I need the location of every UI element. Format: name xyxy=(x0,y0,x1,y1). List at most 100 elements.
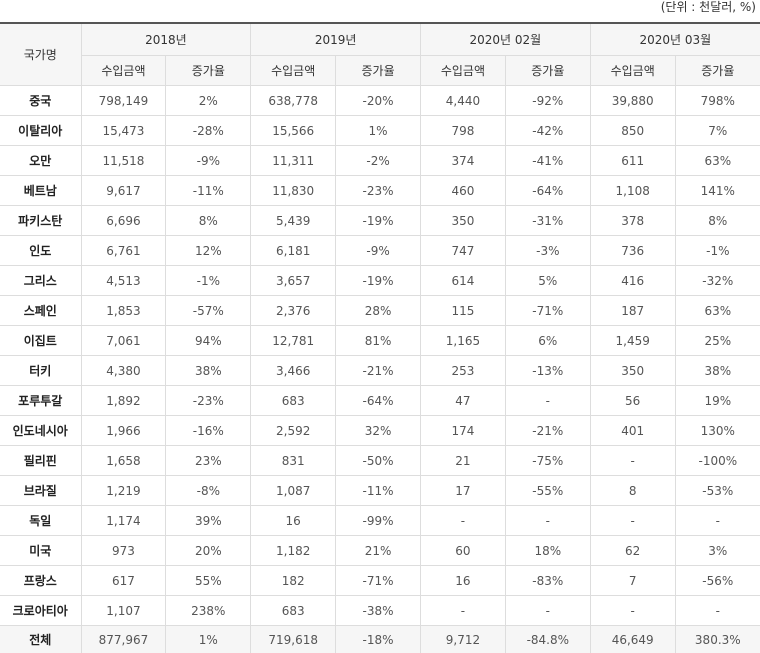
cell: 1,459 xyxy=(589,325,676,356)
cell: - xyxy=(674,505,760,536)
cell: 638,778 xyxy=(250,85,337,116)
total-label: 전체 xyxy=(0,625,82,653)
cell: 11,830 xyxy=(250,175,337,206)
table-row: 인도네시아 1,966 -16% 2,592 32% 174 -21% 401 130% xyxy=(0,415,760,446)
cell: -9% xyxy=(165,145,252,176)
cell: 18% xyxy=(504,535,591,566)
cell: -19% xyxy=(335,265,421,296)
cell: -75% xyxy=(504,445,591,476)
corner-header: 국가명 xyxy=(0,22,82,86)
cell: 401 xyxy=(589,415,676,446)
cell: 736 xyxy=(589,235,676,266)
table-row: 프랑스 617 55% 182 -71% 16 -83% 7 -56% xyxy=(0,565,760,596)
total-cell: 1% xyxy=(165,625,252,653)
cell: -57% xyxy=(165,295,252,326)
cell: -64% xyxy=(504,175,591,206)
cell: 798% xyxy=(674,85,760,116)
cell: -2% xyxy=(335,145,421,176)
cell: -11% xyxy=(165,175,252,206)
cell: 7% xyxy=(674,115,760,146)
cell: 6,181 xyxy=(250,235,337,266)
table-row: 터키 4,380 38% 3,466 -21% 253 -13% 350 38% xyxy=(0,355,760,386)
cell: 1,108 xyxy=(589,175,676,206)
cell: 130% xyxy=(674,415,760,446)
cell: 747 xyxy=(420,235,506,266)
cell: 6,761 xyxy=(80,235,167,266)
country-name: 이탈리아 xyxy=(0,115,82,146)
country-name: 오만 xyxy=(0,145,82,176)
cell: 1,174 xyxy=(80,505,167,536)
cell: 6% xyxy=(504,325,591,356)
cell: 1,087 xyxy=(250,475,337,506)
total-cell: 719,618 xyxy=(250,625,337,653)
cell: - xyxy=(420,505,506,536)
cell: 15,566 xyxy=(250,115,337,146)
cell: -8% xyxy=(165,475,252,506)
table-row: 이탈리아 15,473 -28% 15,566 1% 798 -42% 850 7% xyxy=(0,115,760,146)
cell: 350 xyxy=(420,205,506,236)
country-name: 베트남 xyxy=(0,175,82,206)
cell: 21 xyxy=(420,445,506,476)
cell: 6,696 xyxy=(80,205,167,236)
sub-header: 증가율 xyxy=(504,55,591,86)
cell: -23% xyxy=(165,385,252,416)
cell: 11,311 xyxy=(250,145,337,176)
cell: 4,513 xyxy=(80,265,167,296)
cell: 94% xyxy=(165,325,252,356)
cell: - xyxy=(589,505,676,536)
cell: 1,107 xyxy=(80,595,167,626)
cell: - xyxy=(504,505,591,536)
cell: 831 xyxy=(250,445,337,476)
country-name: 인도네시아 xyxy=(0,415,82,446)
cell: 798,149 xyxy=(80,85,167,116)
cell: 12,781 xyxy=(250,325,337,356)
cell: 3,657 xyxy=(250,265,337,296)
table-row: 파키스탄 6,696 8% 5,439 -19% 350 -31% 378 8% xyxy=(0,205,760,236)
cell: 8% xyxy=(165,205,252,236)
table-row: 그리스 4,513 -1% 3,657 -19% 614 5% 416 -32% xyxy=(0,265,760,296)
cell: -11% xyxy=(335,475,421,506)
cell: - xyxy=(420,595,506,626)
country-name: 크로아티아 xyxy=(0,595,82,626)
cell: -13% xyxy=(504,355,591,386)
cell: 187 xyxy=(589,295,676,326)
cell: 238% xyxy=(165,595,252,626)
cell: 683 xyxy=(250,385,337,416)
cell: 1,182 xyxy=(250,535,337,566)
cell: -41% xyxy=(504,145,591,176)
cell: -100% xyxy=(674,445,760,476)
country-name: 미국 xyxy=(0,535,82,566)
cell: - xyxy=(504,385,591,416)
cell: 47 xyxy=(420,385,506,416)
cell: - xyxy=(504,595,591,626)
data-table: 국가명 2018년 2019년 2020년 02월 2020년 03월 수입금액 증가율… xyxy=(0,22,760,653)
cell: 19% xyxy=(674,385,760,416)
cell: 2,592 xyxy=(250,415,337,446)
cell: 3% xyxy=(674,535,760,566)
cell: 460 xyxy=(420,175,506,206)
table-row: 베트남 9,617 -11% 11,830 -23% 460 -64% 1,108 141% xyxy=(0,175,760,206)
sub-header: 증가율 xyxy=(674,55,760,86)
cell: -53% xyxy=(674,475,760,506)
cell: -38% xyxy=(335,595,421,626)
cell: 5,439 xyxy=(250,205,337,236)
total-cell: 46,649 xyxy=(589,625,676,653)
cell: -28% xyxy=(165,115,252,146)
cell: 1% xyxy=(335,115,421,146)
cell: 1,853 xyxy=(80,295,167,326)
cell: - xyxy=(589,595,676,626)
cell: -56% xyxy=(674,565,760,596)
cell: 12% xyxy=(165,235,252,266)
table-row: 필리핀 1,658 23% 831 -50% 21 -75% - -100% xyxy=(0,445,760,476)
cell: 25% xyxy=(674,325,760,356)
country-name: 브라질 xyxy=(0,475,82,506)
cell: 56 xyxy=(589,385,676,416)
table-row: 오만 11,518 -9% 11,311 -2% 374 -41% 611 63% xyxy=(0,145,760,176)
country-name: 독일 xyxy=(0,505,82,536)
cell: 39% xyxy=(165,505,252,536)
country-name: 파키스탄 xyxy=(0,205,82,236)
total-row: 전체 877,967 1% 719,618 -18% 9,712 -84.8% 46,649 3… xyxy=(0,625,760,653)
cell: 32% xyxy=(335,415,421,446)
country-name: 인도 xyxy=(0,235,82,266)
sub-header: 증가율 xyxy=(165,55,252,86)
